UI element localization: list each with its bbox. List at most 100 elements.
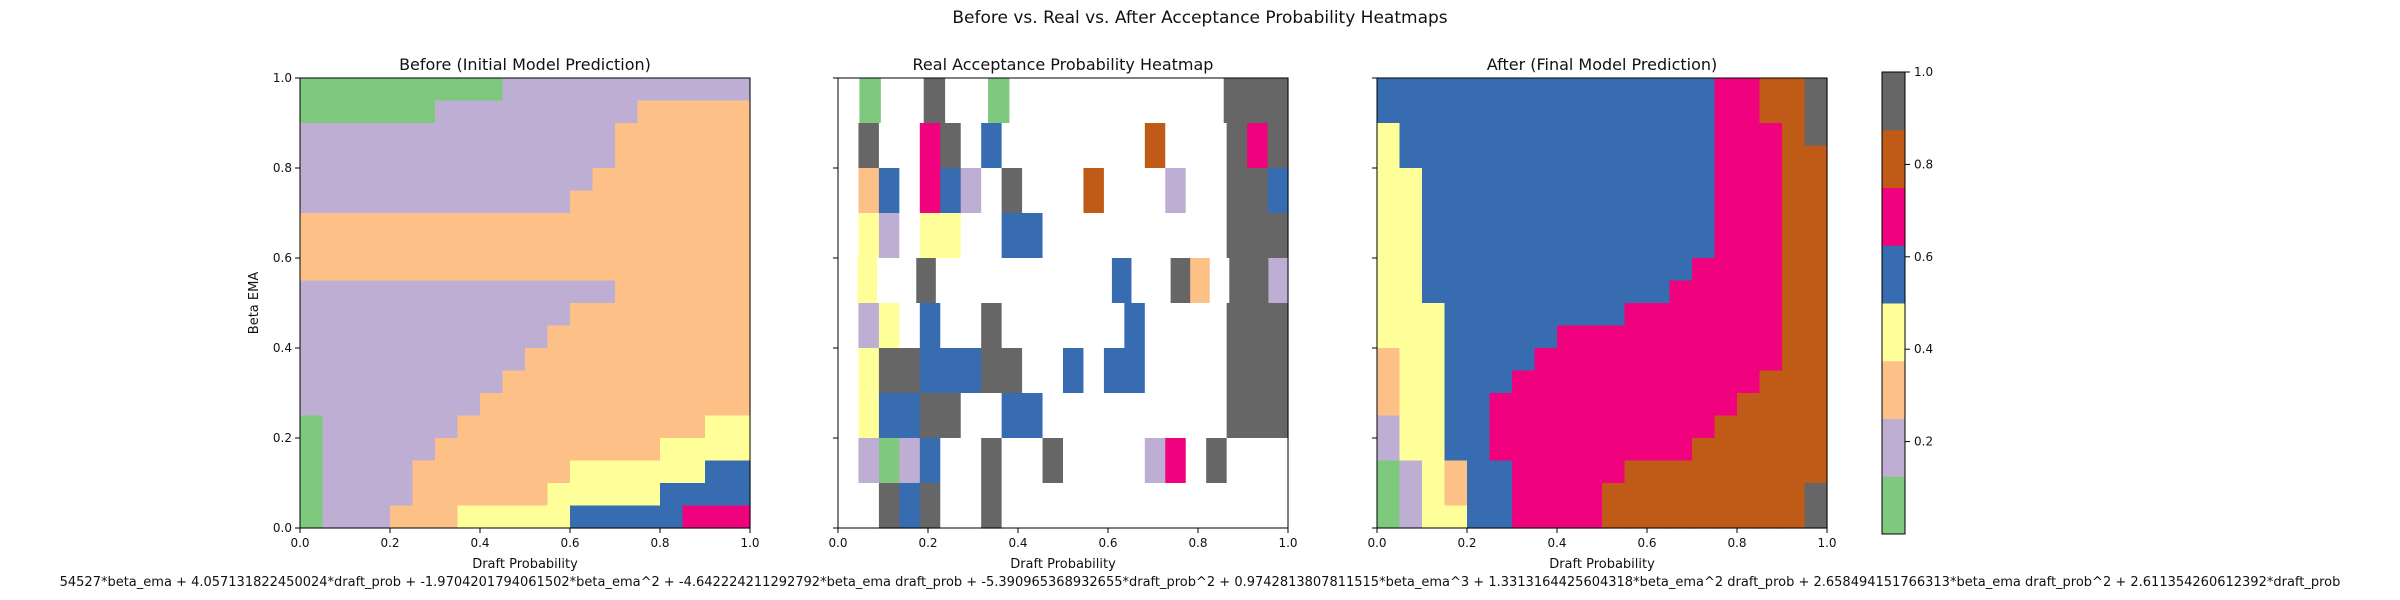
heatmap-cell: [974, 258, 996, 304]
heatmap-cell: [1782, 303, 1806, 327]
heatmap-cell: [1647, 168, 1671, 192]
heatmap-cell: [1692, 325, 1716, 349]
heatmap-cell: [1804, 78, 1828, 102]
heatmap-cell: [435, 280, 459, 304]
heatmap-cell: [1557, 415, 1581, 439]
heatmap-cell: [592, 483, 616, 507]
heatmap-cell: [1144, 303, 1166, 349]
heatmap-cell: [1579, 348, 1603, 372]
heatmap-cell: [1669, 348, 1693, 372]
heatmap-cell: [960, 438, 982, 484]
heatmap-cell: [412, 415, 436, 439]
heatmap-cell: [1579, 303, 1603, 327]
heatmap-cell: [592, 393, 616, 417]
heatmap-cell: [705, 145, 729, 169]
heatmap-cell: [1737, 168, 1761, 192]
heatmap-cell: [727, 348, 751, 372]
heatmap-cell: [1647, 213, 1671, 237]
heatmap-cell: [1624, 100, 1648, 124]
heatmap-cell: [838, 303, 860, 349]
heatmap-cell: [1804, 370, 1828, 394]
heatmap-cell: [682, 393, 706, 417]
heatmap-cell: [502, 280, 526, 304]
heatmap-cell: [880, 78, 903, 124]
heatmap-cell: [1512, 325, 1536, 349]
heatmap-cell: [547, 145, 571, 169]
heatmap-cell: [547, 235, 571, 259]
heatmap-cell: [1377, 258, 1401, 282]
heatmap-cell: [727, 168, 751, 192]
heatmap-cell: [390, 190, 414, 214]
heatmap-cell: [1399, 393, 1423, 417]
heatmap-cell: [1247, 303, 1269, 349]
heatmap-cell: [367, 483, 391, 507]
heatmap-cell: [412, 258, 436, 282]
heatmap-cell: [1624, 213, 1648, 237]
heatmap-cell: [1266, 78, 1289, 124]
heatmap-cell: [899, 303, 921, 349]
heatmap-cell: [1759, 78, 1783, 102]
heatmap-cell: [1399, 235, 1423, 259]
heatmap-cell: [1042, 483, 1064, 529]
heatmap-cell: [1022, 213, 1044, 259]
heatmap-cell: [838, 393, 860, 439]
heatmap-cell: [981, 213, 1003, 259]
heatmap-cell: [1083, 213, 1105, 259]
heatmap-cell: [727, 190, 751, 214]
heatmap-cell: [300, 325, 324, 349]
heatmap-cell: [615, 303, 639, 327]
heatmap-cell: [1267, 213, 1289, 259]
heatmap-cell: [1467, 460, 1491, 484]
heatmap-cell: [300, 190, 324, 214]
heatmap-cell: [502, 145, 526, 169]
heatmap-cell: [1116, 78, 1139, 124]
heatmap-cell: [435, 415, 459, 439]
heatmap-cell: [390, 505, 414, 529]
heatmap-cell: [525, 280, 549, 304]
heatmap-cell: [435, 325, 459, 349]
heatmap-cell: [1399, 123, 1423, 147]
heatmap-cell: [660, 415, 684, 439]
heatmap-cell: [1512, 78, 1536, 102]
heatmap-cell: [1467, 168, 1491, 192]
heatmap-cell: [945, 78, 968, 124]
heatmap-cell: [1190, 258, 1211, 304]
heatmap-cell: [615, 393, 639, 417]
heatmap-cell: [1512, 370, 1536, 394]
heatmap-cell: [1144, 393, 1166, 439]
heatmap-cell: [1669, 258, 1693, 282]
heatmap-cell: [1804, 460, 1828, 484]
heatmap-cell: [300, 100, 324, 124]
heatmap-cell: [1647, 325, 1671, 349]
heatmap-cell: [1624, 280, 1648, 304]
heatmap-cell: [1669, 438, 1693, 462]
heatmap-cell: [525, 145, 549, 169]
heatmap-cell: [1602, 393, 1626, 417]
heatmap-cell: [1557, 100, 1581, 124]
heatmap-cell: [1714, 213, 1738, 237]
heatmap-cell: [547, 100, 571, 124]
heatmap-cell: [1489, 78, 1513, 102]
heatmap-cell: [592, 168, 616, 192]
heatmap-cell: [1804, 213, 1828, 237]
heatmap-cell: [502, 393, 526, 417]
heatmap-cell: [1444, 483, 1468, 507]
heatmap-cell: [547, 348, 571, 372]
heatmap-cell: [1206, 348, 1228, 394]
heatmap-cell: [1759, 393, 1783, 417]
heatmap-cell: [1759, 100, 1783, 124]
heatmap-cell: [1399, 168, 1423, 192]
heatmap-cell: [1103, 168, 1125, 214]
heatmap-cell: [1759, 303, 1783, 327]
heatmap-cell: [1669, 505, 1693, 529]
heatmap-cell: [457, 505, 481, 529]
heatmap-cell: [981, 168, 1003, 214]
heatmap-cell: [615, 280, 639, 304]
heatmap-cell: [1512, 258, 1536, 282]
heatmap-cell: [412, 505, 436, 529]
heatmap-cell: [1737, 348, 1761, 372]
heatmap-cell: [345, 370, 369, 394]
heatmap-cell: [1151, 258, 1172, 304]
heatmap-cell: [322, 100, 346, 124]
heatmap-cell: [705, 415, 729, 439]
